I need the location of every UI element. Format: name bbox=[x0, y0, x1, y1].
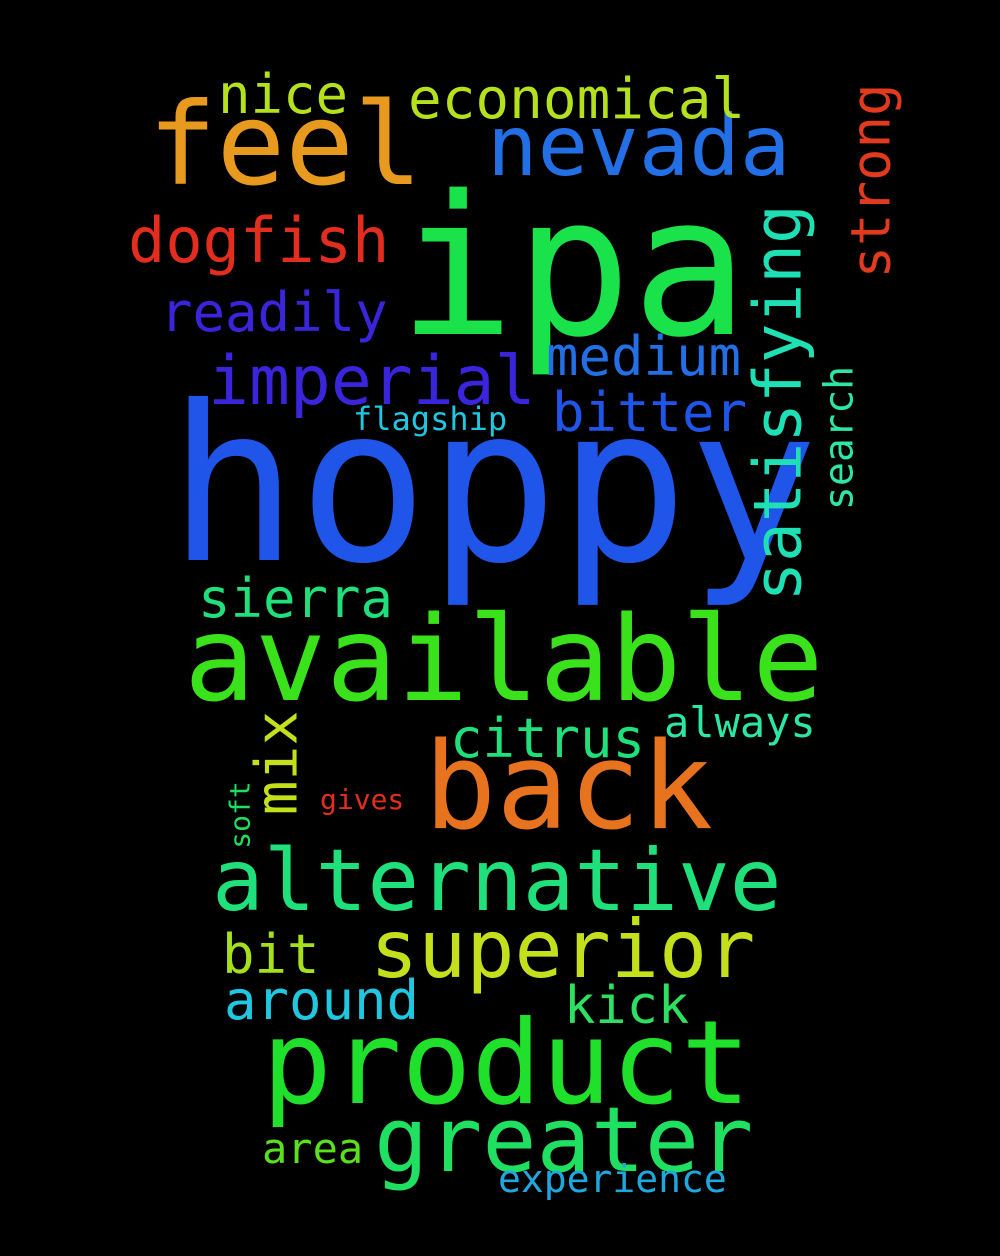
word-feel: feel bbox=[148, 78, 423, 211]
word-nice: nice bbox=[218, 63, 349, 126]
word-around: around bbox=[224, 969, 420, 1032]
word-kick: kick bbox=[564, 976, 690, 1036]
word-economical: economical bbox=[408, 67, 746, 132]
word-bit: bit bbox=[222, 923, 320, 986]
word-alternative: alternative bbox=[212, 831, 782, 931]
word-experience: experience bbox=[498, 1157, 727, 1201]
word-available: available bbox=[184, 590, 824, 728]
word-nevada: nevada bbox=[487, 97, 791, 195]
word-imperial: imperial bbox=[208, 342, 536, 421]
word-always: always bbox=[664, 698, 816, 747]
word-ipa: ipa bbox=[398, 154, 749, 380]
word-strong: strong bbox=[839, 83, 903, 279]
word-dogfish: dogfish bbox=[128, 204, 390, 277]
word-readily: readily bbox=[160, 281, 388, 344]
word-medium: medium bbox=[546, 325, 742, 388]
word-sierra: sierra bbox=[198, 567, 394, 630]
word-satisfying: satisfying bbox=[739, 204, 817, 602]
word-area: area bbox=[262, 1124, 364, 1173]
word-search: search bbox=[816, 365, 863, 511]
word-back: back bbox=[424, 718, 713, 857]
word-hoppy: hoppy bbox=[168, 360, 819, 611]
word-citrus: citrus bbox=[450, 707, 646, 770]
word-greater: greater bbox=[374, 1088, 754, 1193]
word-flagship: flagship bbox=[353, 400, 508, 438]
word-product: product bbox=[262, 996, 751, 1131]
word-bitter: bitter bbox=[552, 381, 748, 444]
word-superior: superior bbox=[370, 903, 756, 996]
word-gives: gives bbox=[320, 783, 405, 816]
